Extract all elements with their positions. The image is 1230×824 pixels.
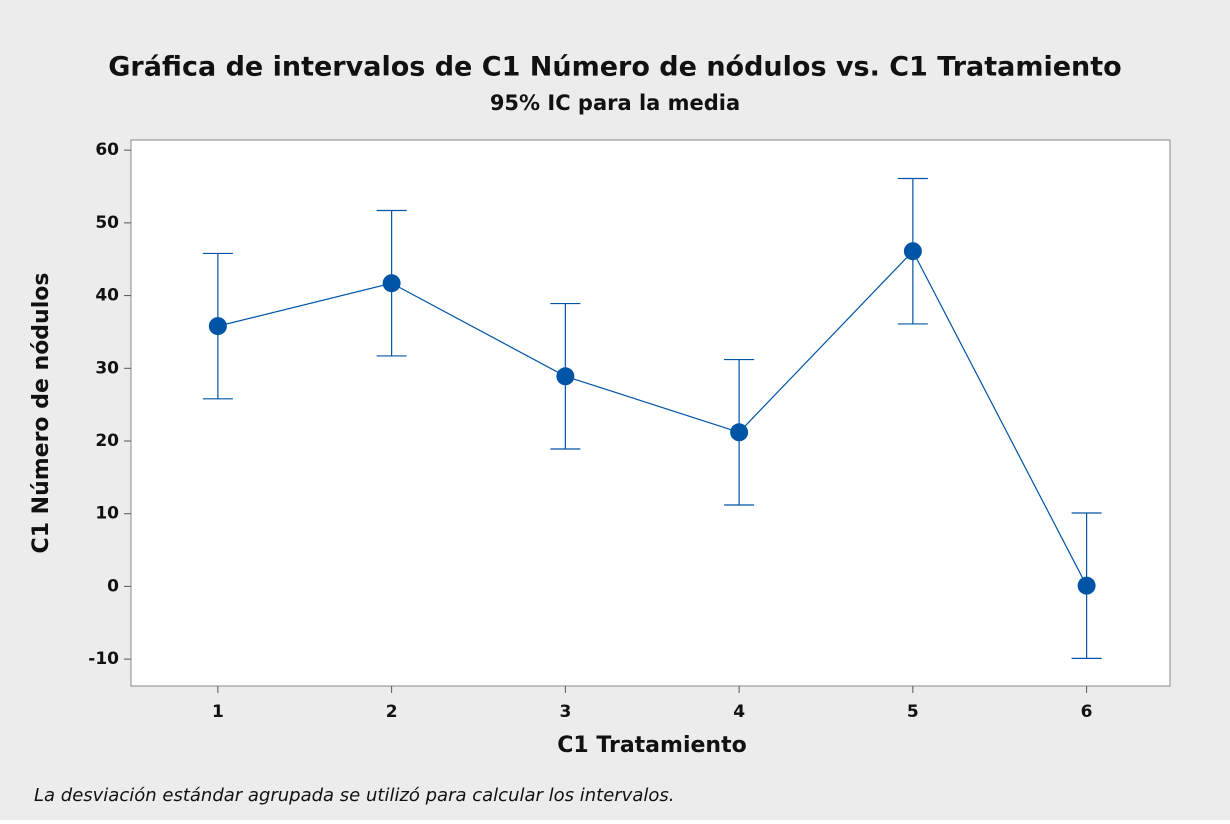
mean-point — [903, 242, 922, 261]
y-tick-label: 0 — [107, 576, 119, 596]
chart-subtitle: 95% IC para la media — [490, 91, 740, 115]
y-tick-label: 20 — [95, 431, 119, 451]
y-tick-label: 10 — [95, 504, 119, 524]
x-tick-label: 1 — [212, 702, 224, 722]
mean-line — [217, 250, 1088, 586]
mean-point — [382, 274, 401, 293]
footnote: La desviación estándar agrupada se utili… — [34, 785, 674, 806]
mean-point — [730, 423, 749, 442]
y-tick-label: 30 — [95, 358, 119, 378]
mean-point — [1077, 576, 1096, 595]
y-axis-label: C1 Número de nódulos — [29, 273, 54, 554]
x-tick-label: 6 — [1081, 702, 1093, 722]
y-tick-label: 50 — [95, 213, 119, 233]
x-axis-label: C1 Tratamiento — [557, 733, 746, 758]
y-tick-label: 40 — [95, 286, 119, 306]
chart-title: Gráfica de intervalos de C1 Número de nó… — [108, 52, 1122, 83]
x-tick-label: 2 — [386, 702, 398, 722]
plot-area — [130, 139, 1171, 687]
x-tick-label: 5 — [907, 702, 919, 722]
mean-point — [208, 317, 227, 336]
x-tick-label: 4 — [733, 702, 745, 722]
y-tick-label: -10 — [88, 649, 119, 669]
mean-point — [556, 367, 575, 386]
x-tick-label: 3 — [559, 702, 571, 722]
y-tick-label: 60 — [95, 140, 119, 160]
